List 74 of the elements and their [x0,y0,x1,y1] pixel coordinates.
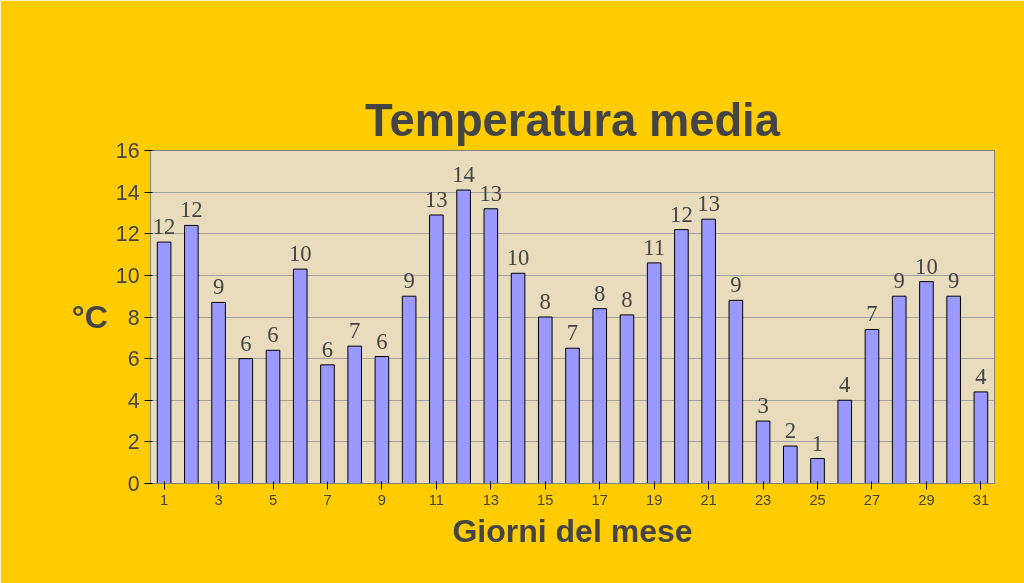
data-label: 9 [212,274,225,300]
x-axis-title: Giorni del mese [452,512,693,549]
bar [891,295,907,484]
bar [238,358,254,484]
chart-title: Temperatura media [365,94,781,146]
bar [946,295,961,484]
x-tick-label: 17 [591,491,608,508]
y-tick-label: 14 [115,180,140,205]
data-label: 4 [975,363,987,389]
bar [619,314,635,484]
data-label: 3 [757,393,769,419]
x-tick-label: 5 [268,491,278,508]
bar [184,224,199,484]
data-label: 7 [866,301,878,327]
data-label: 9 [893,268,905,294]
data-label: 8 [539,289,551,314]
data-label: 7 [566,320,579,346]
bar [565,347,580,484]
data-label: 1 [811,430,824,456]
data-label: 10 [506,245,530,271]
x-tick-label: 27 [863,491,881,508]
y-tick-label: 2 [127,430,140,455]
x-tick-label: 1 [160,491,169,508]
bar [347,345,362,484]
data-label: 10 [915,253,938,279]
data-label: 8 [594,280,606,306]
data-label: 12 [180,197,203,223]
y-tick-label: 6 [127,347,140,372]
data-label: 9 [403,268,415,294]
x-tick-label: 11 [428,491,444,508]
x-tick-label: 23 [754,491,772,508]
x-tick-label: 15 [537,491,554,508]
y-tick-label: 4 [127,388,140,413]
x-tick-label: 3 [214,491,223,508]
bar [728,299,744,484]
y-tick-label: 8 [127,305,140,330]
data-label: 14 [452,162,475,188]
bar [510,272,526,484]
data-label: 9 [948,268,960,294]
x-tick-label: 25 [809,491,826,508]
data-label: 9 [730,272,742,298]
bar [292,268,308,484]
data-label: 2 [784,418,796,444]
data-label: 6 [321,336,334,362]
data-label: 12 [152,214,176,240]
data-label: 11 [643,234,666,260]
data-label: 10 [288,241,312,267]
data-label: 4 [839,372,851,398]
x-tick-label: 7 [323,491,332,508]
data-label: 6 [376,328,388,354]
x-tick-label: 21 [700,491,717,508]
x-tick-label: 13 [482,491,499,508]
x-tick-label: 9 [377,491,386,508]
bar [674,229,689,484]
bar [401,295,417,484]
y-tick-label: 16 [115,139,140,163]
data-label: 8 [621,286,633,312]
data-label: 6 [240,330,252,356]
data-label: 13 [425,187,448,213]
bar [456,189,471,484]
bar [783,445,798,484]
data-label: 13 [479,180,503,206]
data-label: 12 [670,201,693,227]
data-label: 6 [267,322,279,348]
x-tick-label: 19 [646,491,663,508]
y-tick-label: 12 [115,222,140,247]
y-axis-title: °C [71,299,108,335]
bar [837,399,853,484]
data-label: 13 [697,191,720,217]
y-tick-label: 10 [115,263,140,288]
y-tick-label: 0 [127,472,140,496]
x-tick-label: 31 [972,491,990,508]
x-tick-label: 29 [918,491,935,508]
data-label: 7 [349,318,361,344]
